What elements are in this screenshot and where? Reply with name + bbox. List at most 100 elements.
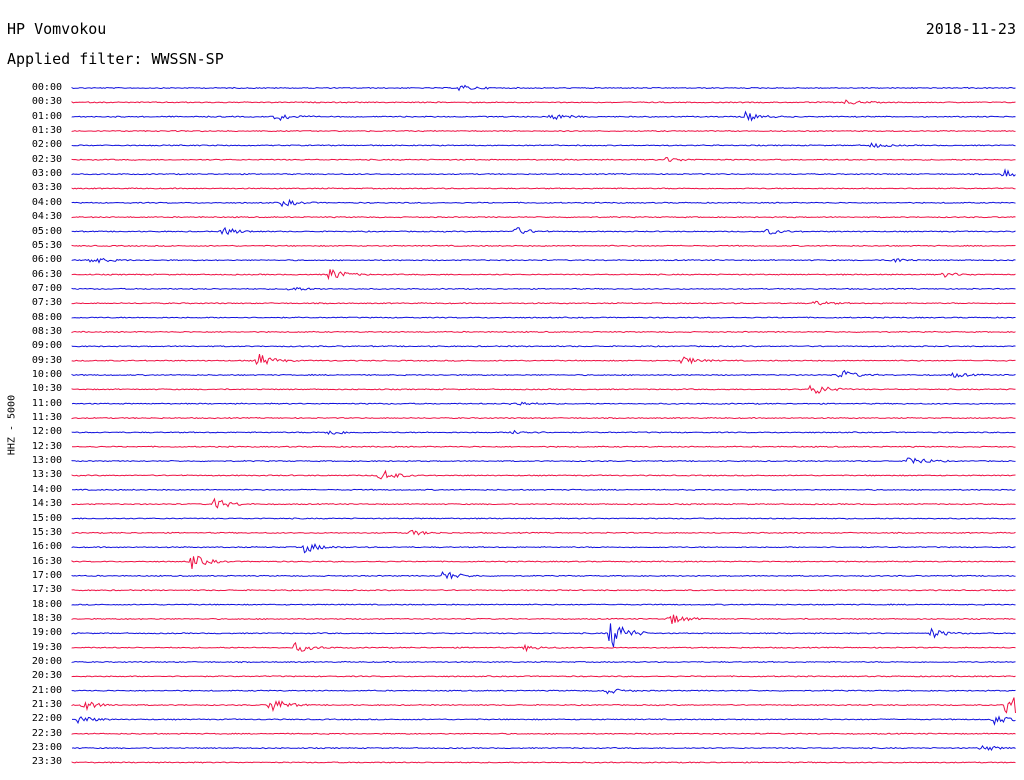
hour-label: 06:30: [31, 268, 62, 280]
trace-line: [71, 345, 1016, 348]
trace-line: [71, 354, 1016, 366]
hour-label: 13:00: [31, 455, 62, 467]
trace-line: [71, 129, 1016, 133]
hour-label: 09:30: [31, 354, 62, 366]
trace-line: [71, 744, 1016, 752]
trace-line: [71, 641, 1016, 653]
hour-label: 15:30: [31, 526, 62, 538]
station-name: HP Vomvokou: [7, 20, 107, 38]
trace-line: [71, 330, 1016, 334]
hour-label: 15:00: [31, 512, 62, 524]
hour-label: 17:00: [31, 569, 62, 581]
trace-line: [71, 286, 1016, 291]
trace-line: [71, 517, 1016, 520]
hour-label: 18:00: [31, 598, 62, 610]
trace-line: [71, 697, 1016, 714]
trace-line: [71, 603, 1016, 606]
hour-label: 23:30: [31, 756, 62, 768]
hour-label: 08:00: [31, 311, 62, 323]
trace-line: [71, 542, 1016, 554]
trace-line: [71, 316, 1016, 319]
hour-label: 21:00: [31, 684, 62, 696]
hour-label: 19:30: [31, 641, 62, 653]
hour-label: 00:00: [31, 82, 62, 93]
record-date: 2018-11-23: [925, 20, 1016, 38]
hour-label: 13:30: [31, 469, 62, 481]
trace-line: [71, 84, 1016, 92]
trace-line: [71, 257, 1016, 264]
trace-line: [71, 614, 1016, 625]
hour-label: 22:30: [31, 727, 62, 739]
trace-line: [71, 761, 1016, 764]
hour-label: 07:00: [31, 282, 62, 294]
trace-line: [71, 529, 1016, 536]
trace-line: [71, 142, 1016, 148]
trace-line: [71, 457, 1016, 465]
hour-label: 01:30: [31, 125, 62, 137]
trace-line: [71, 623, 1016, 648]
trace-line: [71, 384, 1016, 395]
hour-label: 16:30: [31, 555, 62, 567]
hour-label: 11:00: [31, 397, 62, 409]
trace-line: [71, 469, 1016, 480]
trace-line: [71, 156, 1016, 162]
trace-line: [71, 110, 1016, 122]
hour-label: 22:00: [31, 713, 62, 725]
hour-label: 14:30: [31, 498, 62, 510]
trace-line: [71, 589, 1016, 592]
trace-line: [72, 715, 1016, 726]
hour-label: 20:30: [31, 670, 62, 682]
hour-label: 04:30: [31, 211, 62, 223]
trace-line: [71, 300, 1016, 306]
hour-label: 03:30: [31, 182, 62, 194]
trace-line: [71, 215, 1016, 219]
hour-label: 23:00: [31, 742, 62, 754]
trace-line: [71, 369, 1016, 378]
hour-label: 02:30: [31, 153, 62, 165]
trace-line: [71, 675, 1016, 678]
trace-line: [71, 198, 1016, 208]
trace-line: [71, 555, 1016, 569]
trace-line: [71, 732, 1016, 735]
trace-line: [71, 401, 1016, 406]
hour-label: 10:30: [31, 383, 62, 395]
hour-label: 00:30: [31, 96, 62, 108]
hour-label: 11:30: [31, 412, 62, 424]
trace-line: [71, 187, 1016, 190]
hour-label: 09:00: [31, 340, 62, 352]
trace-line: [71, 226, 1016, 236]
trace-line: [71, 445, 1016, 448]
trace-line: [71, 429, 1016, 436]
trace-line: [71, 497, 1016, 509]
hour-label: 21:30: [31, 699, 62, 711]
trace-line: [71, 99, 1016, 105]
hour-label: 07:30: [31, 297, 62, 309]
trace-line: [71, 168, 1016, 177]
hour-label: 02:00: [31, 139, 62, 151]
hour-label: 08:30: [31, 325, 62, 337]
hour-label: 14:00: [31, 483, 62, 495]
trace-line: [71, 488, 1016, 491]
trace-line: [71, 571, 1016, 580]
hour-label: 10:00: [31, 369, 62, 380]
trace-line: [71, 688, 1016, 695]
trace-line: [71, 660, 1016, 664]
hour-label: 04:00: [31, 196, 62, 208]
hour-label: 17:30: [31, 584, 62, 596]
hour-label: 06:00: [31, 254, 62, 266]
trace-line: [71, 416, 1016, 420]
hour-label: 05:00: [31, 225, 62, 237]
hour-label: 20:00: [31, 656, 62, 667]
trace-line: [71, 244, 1016, 247]
hour-label: 01:00: [31, 110, 62, 122]
hour-label: 12:30: [31, 440, 62, 452]
trace-line: [71, 269, 1016, 281]
hour-label: 18:30: [31, 612, 62, 624]
hour-label: 05:30: [31, 239, 62, 251]
hour-label: 03:00: [31, 168, 62, 180]
hour-label: 16:00: [31, 541, 62, 553]
filter-label: Applied filter: WWSSN-SP: [7, 50, 224, 68]
hour-label: 12:00: [31, 426, 62, 438]
hour-label: 19:00: [31, 627, 62, 639]
